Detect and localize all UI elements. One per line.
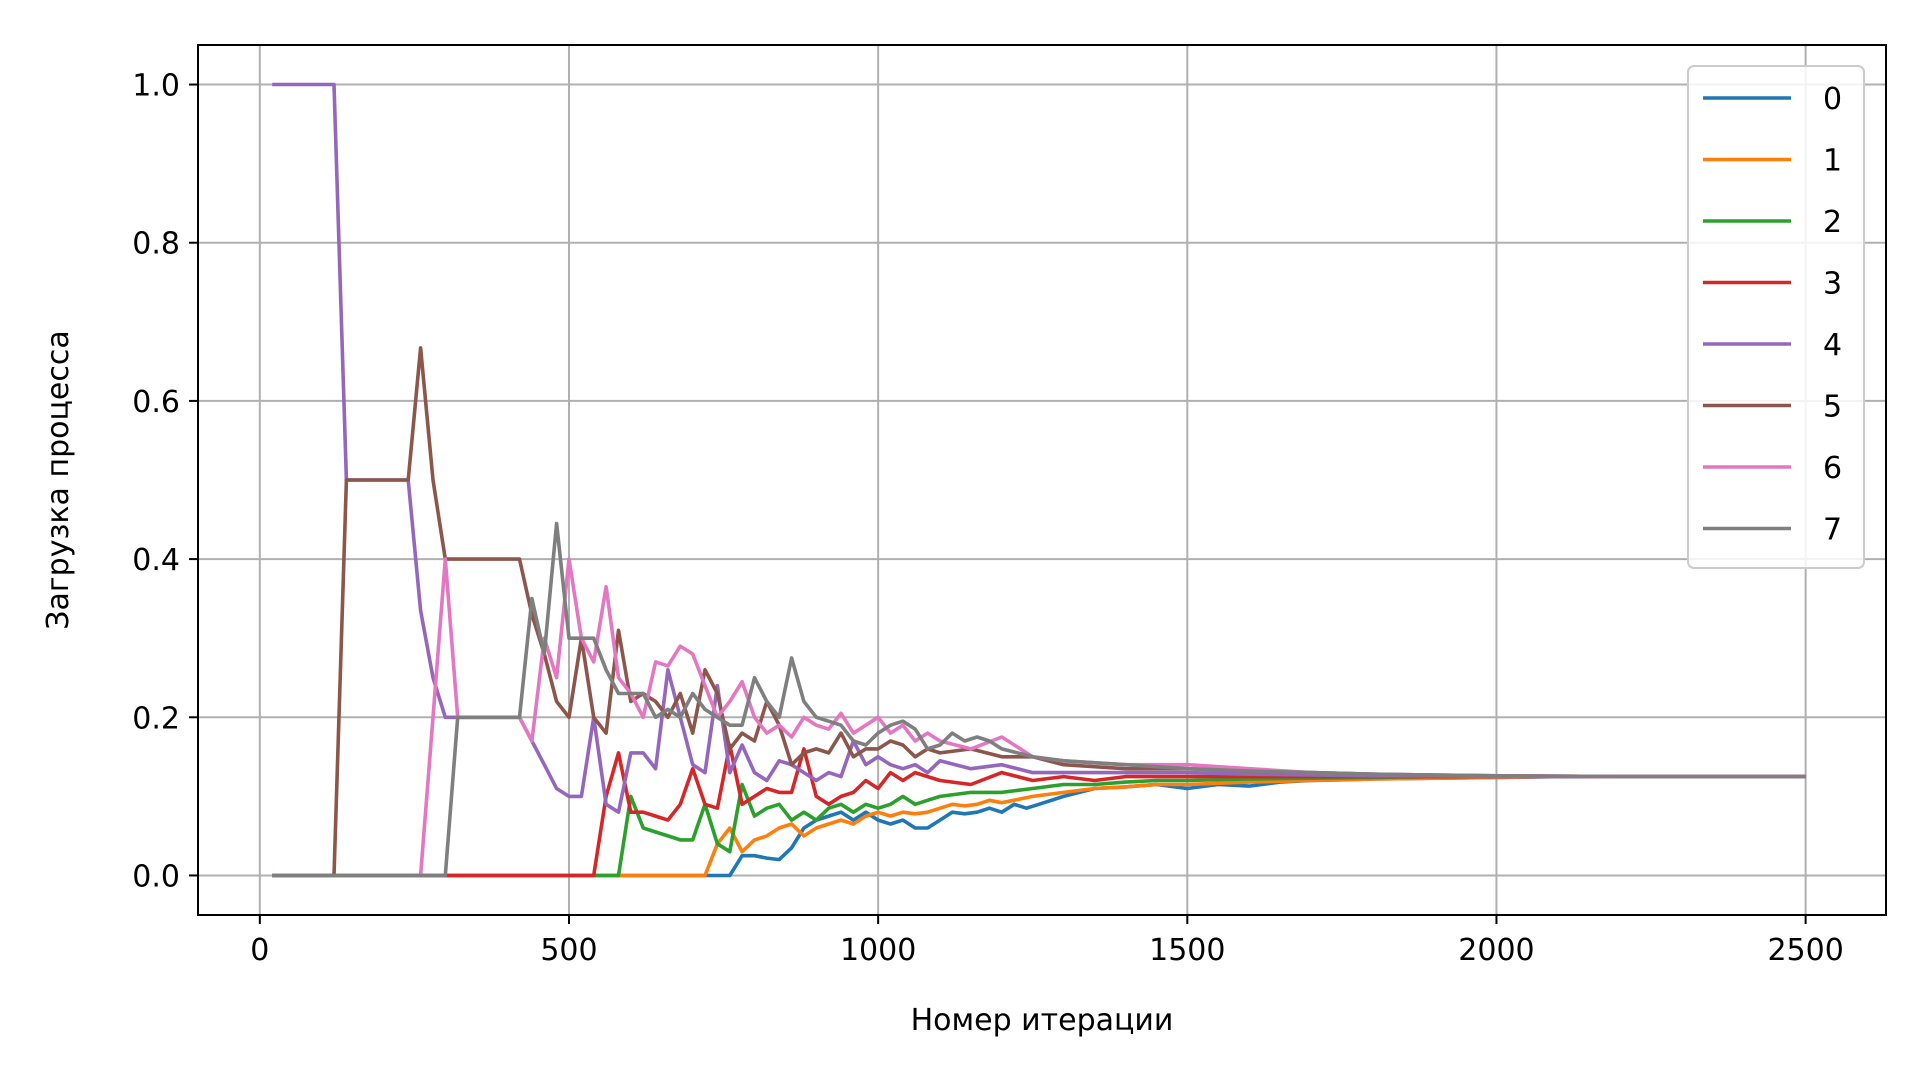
legend: 0 1 2 3 4 5 6 7 <box>1688 66 1864 568</box>
legend-box <box>1688 66 1864 568</box>
y-tick-label: 0.2 <box>132 701 180 736</box>
legend-label-1: 1 <box>1823 144 1842 179</box>
x-axis-label: Номер итерации <box>911 1003 1174 1038</box>
y-tick-label: 1.0 <box>132 69 180 104</box>
legend-label-3: 3 <box>1823 267 1842 302</box>
y-tick-label: 0.8 <box>132 227 180 262</box>
x-tick-label: 1000 <box>840 933 916 968</box>
legend-label-6: 6 <box>1823 451 1842 486</box>
legend-label-0: 0 <box>1823 82 1842 117</box>
legend-label-7: 7 <box>1823 513 1842 548</box>
y-axis-label: Загрузка процесса <box>41 330 76 629</box>
x-tick-label: 500 <box>540 933 597 968</box>
legend-label-4: 4 <box>1823 328 1842 363</box>
y-tick-label: 0.6 <box>132 385 180 420</box>
x-tick-label: 2500 <box>1767 933 1843 968</box>
x-tick-label: 1500 <box>1149 933 1225 968</box>
legend-label-2: 2 <box>1823 205 1842 240</box>
x-tick-label: 0 <box>250 933 269 968</box>
legend-label-5: 5 <box>1823 390 1842 425</box>
y-tick-label: 0.0 <box>132 859 180 894</box>
y-tick-label: 0.4 <box>132 543 180 578</box>
x-tick-label: 2000 <box>1458 933 1534 968</box>
